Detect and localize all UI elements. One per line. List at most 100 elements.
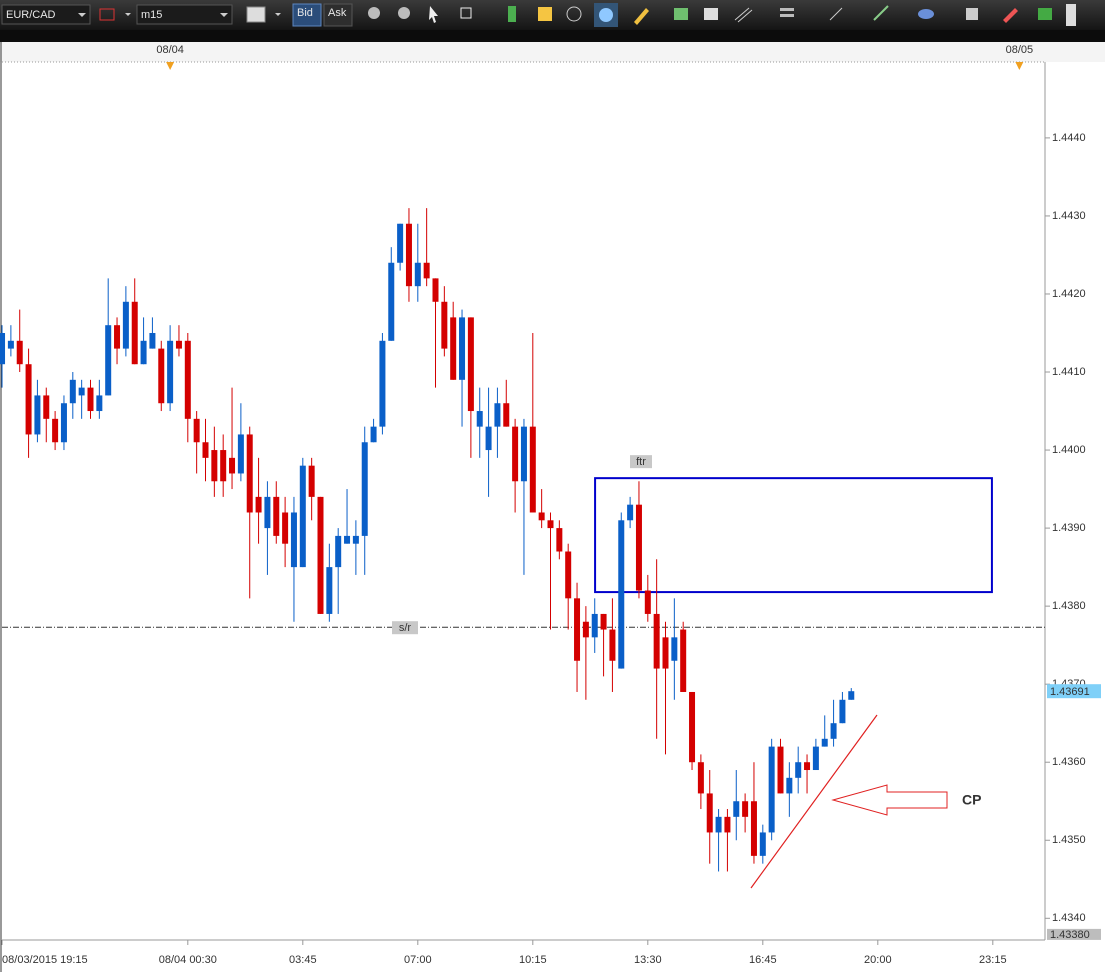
candle-body [308, 465, 315, 497]
candle-body [476, 411, 483, 427]
x-tick-label: 16:45 [749, 954, 777, 966]
candle-body [600, 613, 607, 630]
candle-body [706, 793, 713, 833]
candle-body [441, 301, 448, 349]
tool-icon[interactable] [634, 8, 649, 25]
chart-type-icon[interactable] [246, 6, 266, 23]
ftr-zone [594, 477, 993, 594]
x-tick-label: 20:00 [864, 954, 892, 966]
candle-body [494, 403, 501, 427]
tool-icon[interactable] [674, 8, 688, 20]
bid-button[interactable] [292, 3, 322, 27]
tool-icon[interactable] [460, 7, 472, 19]
candle-body [34, 395, 41, 435]
candle-body [689, 691, 696, 763]
date-strip [0, 42, 1105, 62]
candle-body [423, 262, 430, 279]
dropdown-arrow[interactable] [220, 13, 228, 17]
date-label: 08/04 [156, 44, 184, 56]
ask[interactable]: Ask [328, 7, 347, 19]
candle-body [556, 528, 563, 552]
candle-body [282, 512, 289, 544]
candle-body [627, 504, 634, 521]
tool-icon[interactable] [873, 5, 889, 21]
tool-icon[interactable] [829, 7, 843, 21]
tool-icon[interactable] [918, 9, 934, 19]
candle-body [671, 637, 678, 661]
y-tick-label: 1.4430 [1052, 210, 1086, 222]
candle-body [0, 332, 6, 365]
candle-body [432, 278, 439, 302]
candle-body [715, 816, 722, 833]
candle-body [786, 777, 793, 794]
candle-body [405, 223, 412, 287]
tool-icon[interactable] [508, 6, 516, 22]
candle-body [352, 535, 359, 544]
candle-body [529, 426, 536, 513]
candle-body [273, 496, 280, 536]
tool-icon[interactable] [1066, 4, 1076, 26]
last-price-box [1047, 684, 1101, 699]
candle-body [680, 629, 687, 692]
tool-icon[interactable] [398, 7, 410, 19]
candle-body [361, 442, 368, 536]
candle-body [175, 340, 182, 349]
ftr-label-bg [630, 455, 652, 469]
candle-body [7, 340, 14, 349]
tool-icon[interactable] [566, 6, 582, 22]
tool-icon[interactable] [429, 6, 438, 23]
tool-icon[interactable] [780, 8, 794, 11]
dropdown-arrow[interactable] [275, 13, 281, 16]
dropdown-arrow[interactable] [125, 13, 131, 16]
candle-body [768, 746, 775, 833]
bottom-price-box [1047, 928, 1101, 940]
toolbar-strip [0, 30, 1105, 42]
x-tick-label: 08/04 00:30 [159, 954, 217, 966]
x-tick-label: 13:30 [634, 954, 662, 966]
tool-icon[interactable] [780, 14, 794, 17]
candle-body [69, 379, 76, 404]
symbol-select[interactable] [1, 4, 91, 25]
y-tick-label: 1.4350 [1052, 834, 1086, 846]
candle-body [114, 325, 121, 349]
timeframe[interactable]: m15 [141, 9, 162, 21]
tool-icon[interactable] [538, 7, 552, 21]
candle-body [812, 746, 819, 771]
tool-icon[interactable] [368, 7, 380, 19]
candle-body [140, 340, 147, 365]
candle-body [202, 442, 209, 458]
candle-body [848, 691, 855, 700]
tool-icon[interactable] [704, 8, 718, 20]
date-marker [1015, 62, 1024, 70]
tool-icon[interactable] [599, 8, 613, 22]
candle-body [25, 364, 32, 435]
last-price: 1.43691 [1050, 686, 1090, 698]
tool-icon[interactable] [1003, 8, 1018, 23]
timeframe-select[interactable] [136, 4, 233, 25]
date-marker [166, 62, 175, 70]
candle-body [299, 465, 306, 568]
candle-body [414, 262, 421, 287]
symbol[interactable]: EUR/CAD [6, 9, 56, 21]
tool-icon[interactable] [966, 8, 978, 20]
candle-body [52, 418, 59, 443]
date-label: 08/05 [1006, 44, 1034, 56]
bid[interactable]: Bid [297, 7, 313, 19]
candle-body [459, 317, 466, 380]
candle-body [520, 426, 527, 482]
candle-body [290, 512, 297, 568]
y-tick-label: 1.4380 [1052, 600, 1086, 612]
tool-icon[interactable] [734, 7, 753, 23]
x-tick-label: 03:45 [289, 954, 317, 966]
candle-body [264, 496, 271, 529]
candle-body [220, 450, 227, 482]
candle-body [804, 762, 811, 771]
dropdown-arrow[interactable] [78, 13, 86, 17]
candle-body [591, 613, 598, 638]
link-icon[interactable] [99, 8, 115, 21]
ask-button[interactable] [323, 3, 353, 27]
candle-body [821, 738, 828, 747]
candle-body [370, 426, 377, 443]
tool-icon[interactable] [1038, 8, 1052, 20]
